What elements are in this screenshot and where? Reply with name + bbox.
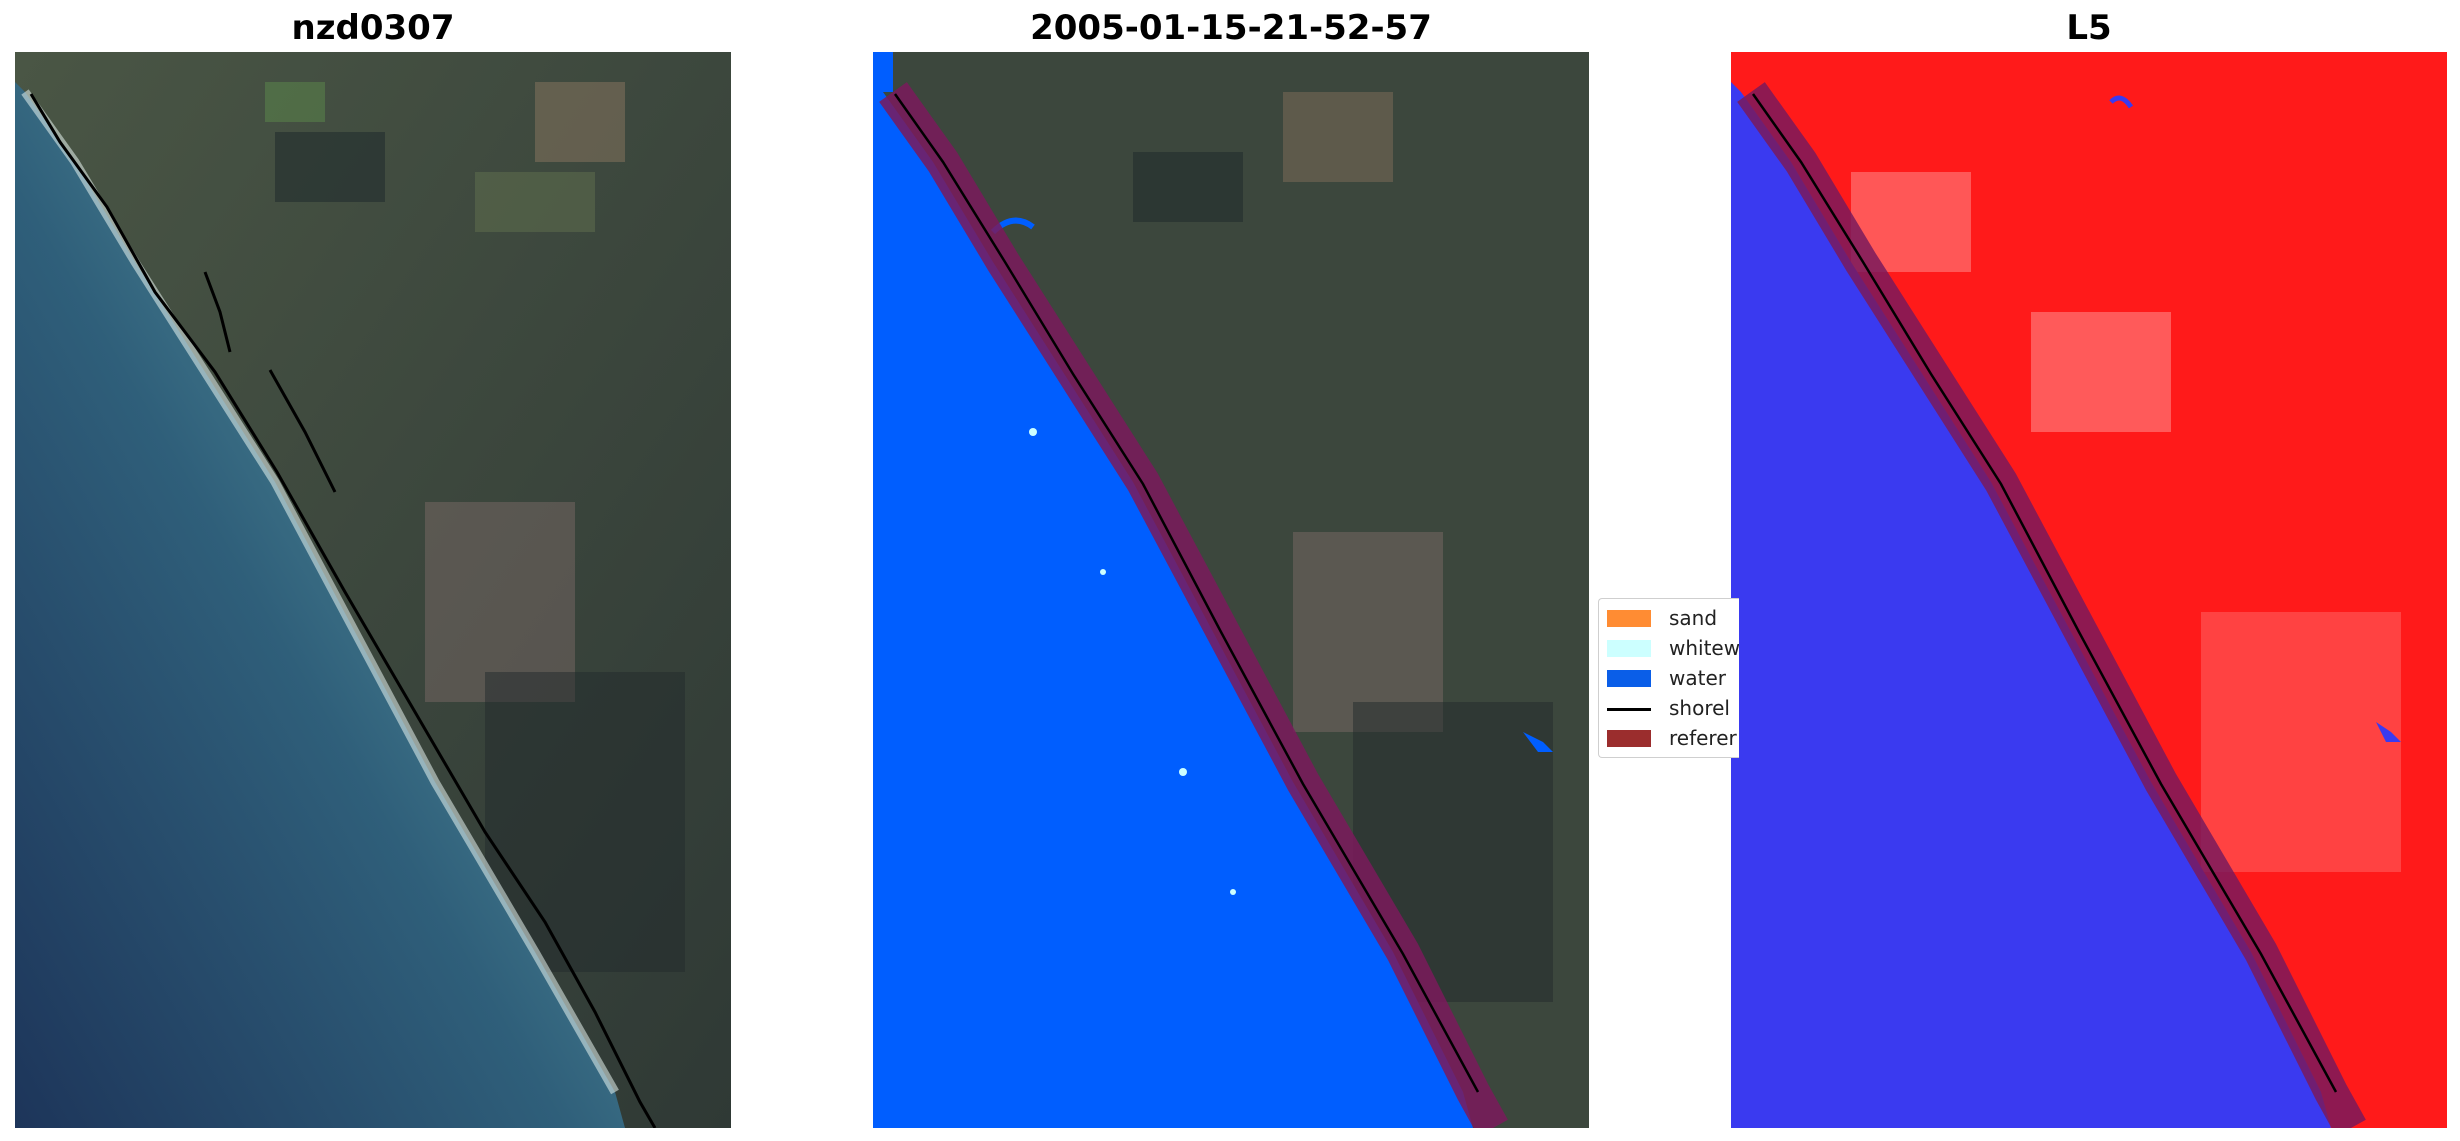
legend-label-sand: sand	[1669, 606, 1718, 630]
classified-image	[873, 52, 1589, 1128]
legend-item-shoreline: shorel	[1607, 695, 1739, 721]
panel-title-rgb: nzd0307	[291, 8, 455, 48]
legend-label-shoreline: shorel	[1669, 696, 1730, 720]
legend-swatch-sand	[1607, 610, 1651, 627]
legend-label-water: water	[1669, 666, 1726, 690]
legend-item-sand: sand	[1607, 605, 1739, 631]
legend-item-reference: referer	[1607, 725, 1739, 751]
panel-title-index: L5	[2066, 8, 2112, 48]
legend-swatch-reference	[1607, 730, 1651, 747]
legend-line-shoreline	[1607, 708, 1651, 711]
legend-swatch-whitewater	[1607, 640, 1651, 657]
legend: sand whitew water shorel referer	[1598, 598, 1739, 758]
index-image	[1731, 52, 2447, 1128]
legend-item-whitewater: whitew	[1607, 635, 1739, 661]
rgb-satellite-image	[15, 52, 731, 1128]
panel-title-classified: 2005-01-15-21-52-57	[1030, 8, 1432, 48]
legend-label-whitewater: whitew	[1669, 636, 1739, 660]
legend-label-reference: referer	[1669, 726, 1737, 750]
legend-swatch-water	[1607, 670, 1651, 687]
legend-item-water: water	[1607, 665, 1739, 691]
